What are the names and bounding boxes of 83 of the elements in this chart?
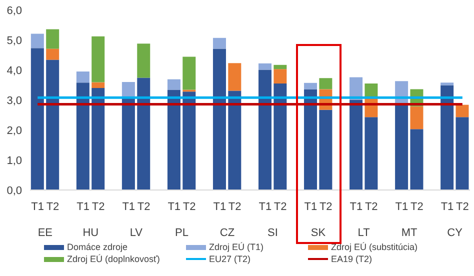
x-tick-label: T2 <box>182 201 196 213</box>
bar <box>395 102 408 190</box>
bar <box>46 48 60 60</box>
x-tick-label: T1 <box>122 201 136 213</box>
bar <box>46 29 60 49</box>
text: MT <box>401 227 418 239</box>
bar <box>440 82 454 86</box>
text: HU <box>82 227 99 239</box>
bar <box>274 69 287 84</box>
bar <box>76 82 90 190</box>
x-tick-label: T1 <box>168 201 181 213</box>
bar <box>167 79 180 90</box>
text: CY <box>447 227 464 239</box>
y-tick-label: 6,0 <box>6 4 22 17</box>
bar <box>92 82 105 88</box>
bar <box>364 84 378 98</box>
legend-label: Zdroj EÚ (substitúcia) <box>331 242 418 252</box>
bar <box>212 38 226 49</box>
x-tick-label: T1 <box>31 201 44 213</box>
y-tick-label: 1,0 <box>6 154 22 167</box>
bar <box>364 117 378 190</box>
x-tick-label: T1 <box>258 201 272 213</box>
bar <box>46 60 60 190</box>
legend-label: Zdroj EÚ (T1) <box>209 242 264 252</box>
text: SI <box>268 227 278 239</box>
bar <box>350 100 363 190</box>
bar <box>92 88 105 190</box>
bar <box>182 56 196 90</box>
bar <box>319 78 332 90</box>
bar <box>30 48 44 190</box>
bar <box>258 70 272 190</box>
text: CZ <box>220 227 235 239</box>
text: EE <box>38 227 53 239</box>
bar <box>304 89 318 190</box>
bar <box>212 48 226 190</box>
x-tick-label: T2 <box>319 201 332 213</box>
text: LV <box>130 227 144 239</box>
x-tick-label: T1 <box>304 201 318 213</box>
bar <box>228 63 242 91</box>
bar <box>258 63 272 70</box>
bar <box>228 90 242 190</box>
bar <box>319 110 332 190</box>
bar <box>456 117 469 190</box>
y-tick-label: 5,0 <box>6 34 22 47</box>
x-tick-label: T2 <box>456 201 469 213</box>
legend-label: Domáce zdroje <box>67 242 128 252</box>
bar <box>122 98 135 190</box>
bar <box>440 85 454 190</box>
text: PL <box>174 227 188 239</box>
bar <box>304 82 318 90</box>
y-tick-label: 4,0 <box>6 64 22 77</box>
bar <box>137 78 150 190</box>
x-tick-label: T1 <box>350 201 363 213</box>
bar <box>167 90 180 190</box>
y-tick-label: 3,0 <box>6 94 22 107</box>
x-tick-label: T2 <box>228 201 242 213</box>
x-tick-label: T2 <box>410 201 424 213</box>
x-tick-label: T2 <box>46 201 60 213</box>
y-tick-label: 2,0 <box>6 124 22 137</box>
x-tick-label: T1 <box>76 201 90 213</box>
x-tick-label: T2 <box>274 201 287 213</box>
x-tick-label: T1 <box>395 201 408 213</box>
bar <box>30 34 44 48</box>
bar <box>274 64 287 70</box>
x-tick-label: T2 <box>137 201 150 213</box>
bar <box>274 84 287 190</box>
bar <box>76 72 90 83</box>
bar <box>410 129 424 190</box>
legend-label: Zdroj EÚ (doplnkovosť) <box>67 254 160 264</box>
text: SK <box>310 227 326 239</box>
bar <box>92 36 105 82</box>
bar <box>137 44 150 78</box>
x-tick-label: T2 <box>364 201 378 213</box>
text: LT <box>358 227 370 239</box>
bar <box>182 92 196 190</box>
legend-label: EA19 (T2) <box>331 254 372 264</box>
bar <box>456 104 469 118</box>
y-tick-label: 0,0 <box>6 184 22 197</box>
x-tick-label: T1 <box>440 201 454 213</box>
legend-label: EU27 (T2) <box>209 254 251 264</box>
x-tick-label: T1 <box>213 201 226 213</box>
x-tick-label: T2 <box>92 201 105 213</box>
bar <box>410 106 424 130</box>
